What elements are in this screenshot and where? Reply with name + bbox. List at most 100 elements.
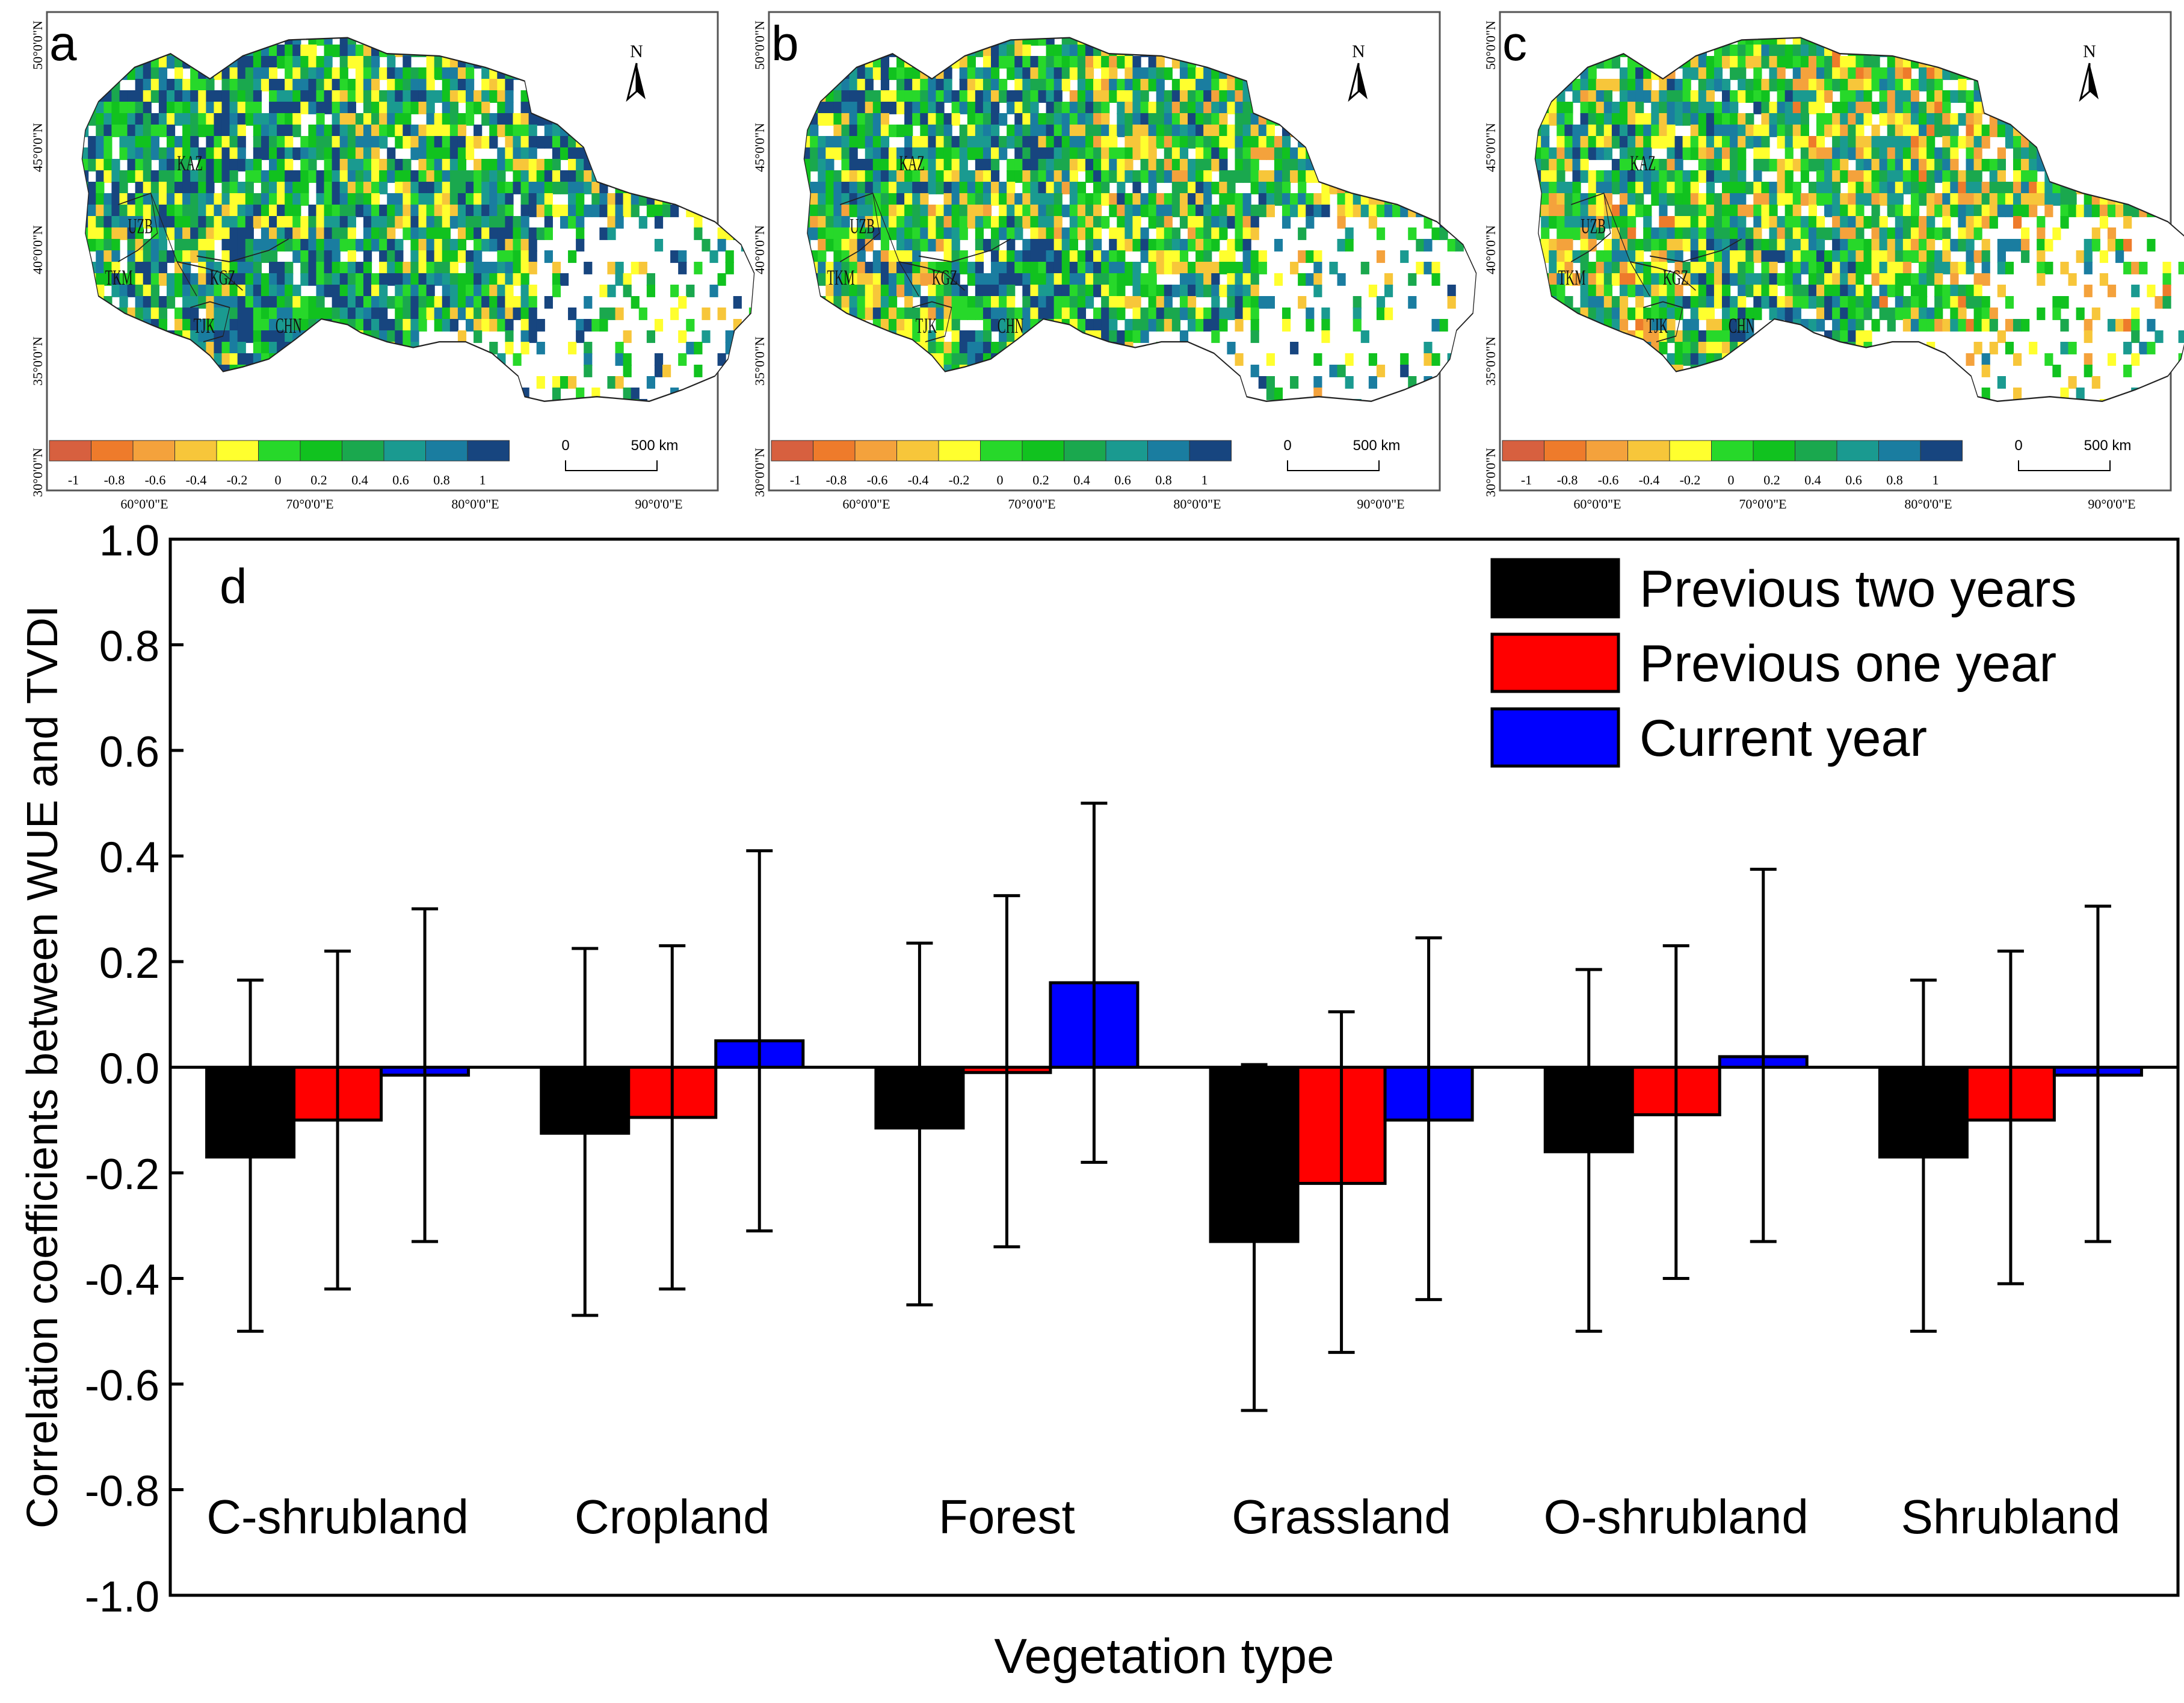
raster-cell xyxy=(292,67,301,80)
raster-cell xyxy=(1934,79,1943,91)
raster-cell xyxy=(1580,79,1589,91)
raster-cell xyxy=(127,102,136,114)
raster-cell xyxy=(1077,147,1087,160)
raster-cell xyxy=(810,182,819,194)
raster-cell xyxy=(1195,193,1205,206)
raster-cell xyxy=(872,273,881,286)
raster-cell xyxy=(936,319,945,332)
raster-cell xyxy=(457,273,467,286)
raster-cell xyxy=(1313,193,1322,206)
raster-cell xyxy=(975,113,984,126)
raster-cell xyxy=(229,308,238,320)
raster-cell xyxy=(245,285,254,297)
raster-cell xyxy=(253,205,262,217)
raster-cell xyxy=(206,193,215,206)
raster-cell xyxy=(1069,102,1078,114)
raster-cell xyxy=(434,136,443,149)
raster-cell xyxy=(135,227,144,240)
raster-cell xyxy=(1274,159,1283,172)
raster-cell xyxy=(1156,239,1165,252)
raster-cell xyxy=(190,170,199,183)
raster-cell xyxy=(584,182,593,194)
raster-cell xyxy=(849,205,858,217)
raster-cell xyxy=(363,285,372,297)
raster-cell xyxy=(1101,56,1110,69)
raster-cell xyxy=(1242,239,1251,252)
raster-cell xyxy=(505,227,514,240)
raster-cell xyxy=(332,193,341,206)
raster-cell xyxy=(991,79,1000,91)
raster-cell xyxy=(1030,250,1039,263)
raster-cell xyxy=(1164,193,1173,206)
raster-cell xyxy=(1053,170,1063,183)
country-border xyxy=(118,192,197,297)
raster-cell xyxy=(466,67,475,80)
raster-cell xyxy=(991,273,1000,286)
raster-cell xyxy=(936,113,945,126)
raster-cell xyxy=(999,182,1008,194)
raster-cell xyxy=(497,216,506,229)
raster-cell xyxy=(1329,262,1338,274)
raster-cell xyxy=(1203,273,1212,286)
raster-cell xyxy=(1077,296,1087,309)
raster-cell xyxy=(733,56,742,69)
raster-cell xyxy=(324,205,333,217)
raster-cell xyxy=(1298,273,1307,286)
raster-cell xyxy=(1124,170,1134,183)
raster-cell xyxy=(206,205,215,217)
raster-cell xyxy=(1887,56,1896,69)
raster-cell xyxy=(1156,262,1165,274)
raster-cell xyxy=(489,216,498,229)
raster-cell xyxy=(1250,125,1259,137)
raster-cell xyxy=(904,227,913,240)
raster-cell xyxy=(991,56,1000,69)
raster-cell xyxy=(316,170,325,183)
colorbar-tick-label: 0 xyxy=(997,472,1004,487)
raster-cell xyxy=(725,330,734,343)
raster-cell xyxy=(1053,45,1063,57)
raster-cell xyxy=(253,79,262,91)
raster-cell xyxy=(387,170,396,183)
raster-cell xyxy=(1242,170,1251,183)
raster-cell xyxy=(1069,216,1078,229)
raster-cell xyxy=(638,308,647,320)
raster-cell xyxy=(1470,136,1476,149)
raster-cell xyxy=(912,319,921,332)
raster-cell xyxy=(316,296,325,309)
raster-cell xyxy=(1368,216,1378,229)
raster-cell xyxy=(1203,227,1212,240)
raster-cell xyxy=(489,205,498,217)
latitude-label: 40°0'0"N xyxy=(30,225,45,274)
raster-cell xyxy=(418,262,427,274)
raster-cell xyxy=(591,319,600,332)
raster-cell xyxy=(1219,205,1228,217)
raster-cell xyxy=(505,79,514,91)
raster-cell xyxy=(1171,193,1181,206)
raster-cell xyxy=(363,308,372,320)
raster-cell xyxy=(285,330,294,343)
raster-cell xyxy=(725,262,734,274)
raster-cell xyxy=(1274,136,1283,149)
raster-cell xyxy=(269,273,278,286)
raster-cell xyxy=(1792,79,1801,91)
raster-cell xyxy=(1117,56,1126,69)
raster-cell xyxy=(1046,250,1055,263)
raster-cell xyxy=(316,56,325,69)
raster-cell xyxy=(269,342,278,354)
raster-cell xyxy=(466,90,475,103)
north-arrow-icon: N xyxy=(1348,42,1368,102)
raster-cell xyxy=(1085,227,1094,240)
raster-cell xyxy=(982,147,992,160)
raster-cell xyxy=(198,147,207,160)
raster-cell xyxy=(379,285,388,297)
raster-cell xyxy=(229,262,238,274)
raster-cell xyxy=(520,239,529,252)
raster-cell xyxy=(1148,170,1157,183)
raster-cell xyxy=(324,239,333,252)
raster-cell xyxy=(888,308,898,320)
raster-cell xyxy=(991,45,1000,57)
raster-cell xyxy=(552,285,561,297)
raster-cell xyxy=(371,193,380,206)
raster-cell xyxy=(896,319,905,332)
north-arrow-right xyxy=(626,63,638,102)
